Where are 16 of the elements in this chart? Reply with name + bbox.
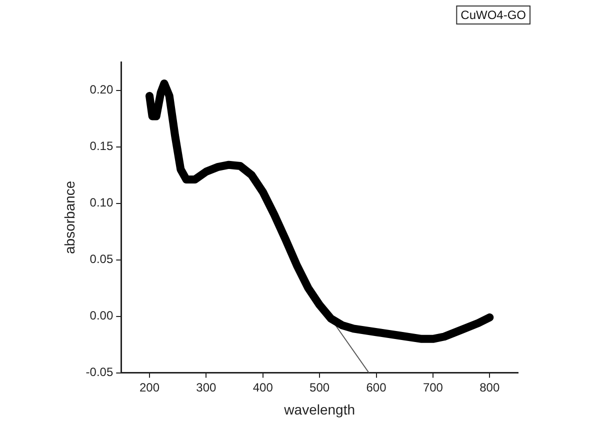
x-tick-label: 800	[480, 380, 500, 394]
x-tick-label: 500	[310, 380, 330, 394]
y-tick-label: 0.10	[90, 196, 114, 210]
text: CuWO4-GO	[460, 8, 526, 22]
x-tick-label: 400	[252, 380, 274, 394]
x-tick-label: 600	[366, 380, 387, 394]
x-tick-label: 700	[422, 380, 444, 394]
y-tick-label: 0.15	[90, 139, 114, 154]
y-tick-label: 0.00	[90, 308, 114, 323]
y-tick-label: 0.05	[90, 252, 114, 266]
y-tick-label: 0.20	[90, 82, 114, 97]
x-tick-label: 300	[196, 380, 217, 394]
y-tick-label: -0.05	[86, 365, 114, 380]
x-tick-label: 200	[139, 380, 160, 394]
x-axis-title: wavelength	[283, 401, 355, 418]
y-axis-title: absorbance	[61, 180, 78, 254]
